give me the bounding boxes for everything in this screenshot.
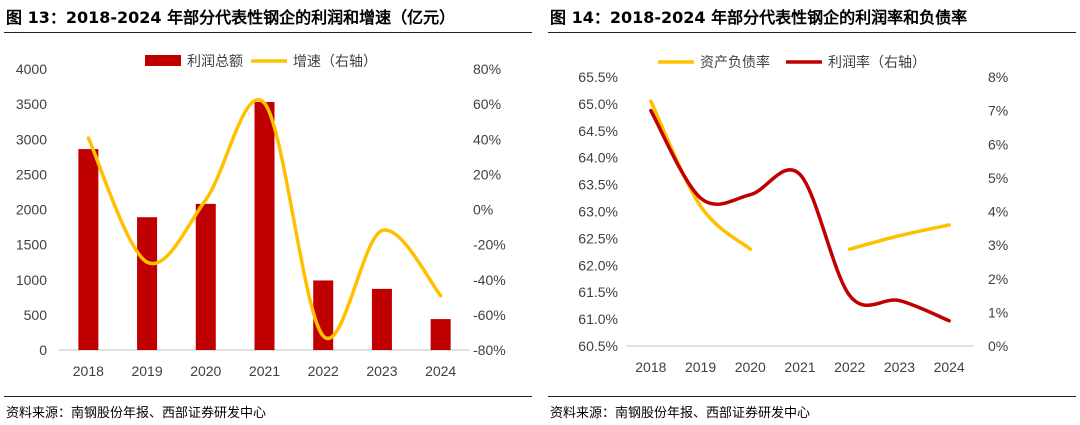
- left-y-tick-label: 61.5%: [578, 284, 618, 300]
- left-y-tick-label: 61.0%: [578, 311, 618, 327]
- bar: [371, 288, 392, 350]
- left-y-tick-label: 65.5%: [578, 69, 618, 85]
- right-y-tick-label: 80%: [473, 61, 501, 77]
- right-y-tick-label: -40%: [473, 272, 506, 288]
- series-line: [649, 99, 753, 251]
- x-tick-label: 2024: [425, 363, 456, 379]
- left-y-tick-label: 3000: [16, 131, 47, 147]
- left-chart-panel: 图 13：2018-2024 年部分代表性钢企的利润和增速（亿元） 0 500 10…: [4, 0, 532, 425]
- bar: [430, 319, 451, 350]
- left-y-tick-label: 4000: [16, 61, 47, 77]
- right-y-tick-label: 1%: [988, 304, 1008, 320]
- right-y-tick-label: 0%: [473, 202, 493, 218]
- left-y-tick-label: 2500: [16, 166, 47, 182]
- x-tick-label: 2020: [190, 363, 221, 379]
- right-y-tick-label: 7%: [988, 103, 1008, 119]
- right-y-tick-label: -80%: [473, 342, 506, 358]
- right-title-rule: [548, 32, 1076, 33]
- left-y-tick-label: 63.5%: [578, 177, 618, 193]
- left-y-tick-label: 60.5%: [578, 338, 618, 354]
- x-tick-label: 2023: [884, 359, 915, 375]
- x-tick-label: 2022: [308, 363, 339, 379]
- left-y-tick-label: 62.5%: [578, 230, 618, 246]
- left-title-rule: [4, 32, 532, 33]
- right-source-rule: [548, 396, 1076, 397]
- left-source-rule: [4, 396, 532, 397]
- right-y-tick-label: 0%: [988, 338, 1008, 354]
- right-y-tick-label: 6%: [988, 136, 1008, 152]
- right-y-tick-label: 8%: [988, 69, 1008, 85]
- bar: [195, 203, 216, 350]
- x-tick-label: 2020: [735, 359, 766, 375]
- left-y-tick-label: 65.0%: [578, 96, 618, 112]
- margin-leverage-chart: 60.5% 61.0% 61.5% 62.0% 62.5% 63.0% 63.5% 64.0%…: [578, 54, 1008, 375]
- x-tick-label: 2019: [131, 363, 162, 379]
- right-chart-panel: 图 14：2018-2024 年部分代表性钢企的利润率和负债率 60.5% 61.…: [548, 0, 1076, 425]
- left-y-tick-label: 62.0%: [578, 257, 618, 273]
- bar: [254, 102, 275, 350]
- legend-label: 资产负债率: [700, 54, 770, 70]
- right-y-tick-label: 4%: [988, 204, 1008, 220]
- x-tick-label: 2018: [635, 359, 666, 375]
- right-y-tick-label: 2%: [988, 271, 1008, 287]
- legend-label: 利润总额: [187, 53, 243, 69]
- bar: [137, 217, 158, 350]
- x-tick-label: 2024: [934, 359, 965, 375]
- x-tick-label: 2023: [366, 363, 397, 379]
- left-chart-title: 图 13：2018-2024 年部分代表性钢企的利润和增速（亿元）: [6, 8, 456, 27]
- x-tick-label: 2019: [685, 359, 716, 375]
- right-y-tick-label: 20%: [473, 166, 501, 182]
- x-tick-label: 2021: [784, 359, 815, 375]
- series-line: [847, 223, 951, 251]
- profit-growth-chart: 0 500 1000 1500 2000 2500 3000 3500 4000 -80% -60%…: [16, 53, 506, 379]
- left-chart-source: 资料来源：南钢股份年报、西部证券研发中心: [6, 406, 267, 421]
- left-y-tick-label: 3500: [16, 96, 47, 112]
- x-tick-label: 2021: [249, 363, 280, 379]
- right-y-tick-label: 60%: [473, 96, 501, 112]
- right-y-tick-label: -60%: [473, 307, 506, 323]
- left-y-tick-label: 0: [39, 342, 47, 358]
- series-line: [649, 108, 951, 323]
- legend-label: 增速（右轴）: [293, 53, 377, 69]
- right-y-tick-label: 5%: [988, 170, 1008, 186]
- series-line: [86, 98, 443, 341]
- x-tick-label: 2018: [73, 363, 104, 379]
- left-y-tick-label: 500: [24, 307, 48, 323]
- bar: [78, 149, 99, 350]
- x-tick-label: 2022: [834, 359, 865, 375]
- legend-label: 利润率（右轴）: [828, 54, 926, 70]
- right-y-tick-label: 3%: [988, 237, 1008, 253]
- left-y-tick-label: 63.0%: [578, 204, 618, 220]
- right-chart-source: 资料来源：南钢股份年报、西部证券研发中心: [550, 406, 811, 421]
- left-y-tick-label: 1500: [16, 237, 47, 253]
- left-y-tick-label: 2000: [16, 202, 47, 218]
- legend-swatch: [145, 55, 181, 66]
- right-y-tick-label: -20%: [473, 237, 506, 253]
- right-y-tick-label: 40%: [473, 131, 501, 147]
- bar: [313, 280, 334, 350]
- left-y-tick-label: 64.5%: [578, 123, 618, 139]
- left-y-tick-label: 1000: [16, 272, 47, 288]
- left-y-tick-label: 64.0%: [578, 150, 618, 166]
- right-chart-title: 图 14：2018-2024 年部分代表性钢企的利润率和负债率: [550, 8, 968, 27]
